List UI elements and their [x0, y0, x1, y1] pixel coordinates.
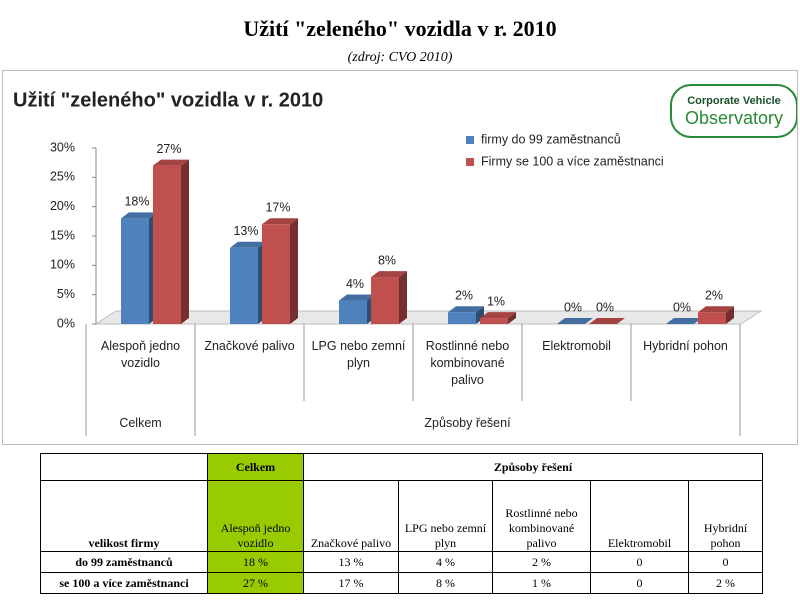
x-tick-label: Rostlinné nebo kombinované palivo [425, 339, 510, 387]
logo-line2: Observatory [685, 108, 783, 128]
x-tick-label: Hybridní pohon [643, 339, 728, 353]
value-label: 2% [705, 289, 723, 303]
bar-side [508, 312, 516, 324]
logo-frame [670, 84, 797, 138]
table-cell: 17 % [303, 572, 399, 594]
table-cell: Hybridní pohon [688, 480, 763, 552]
value-label: 2% [455, 289, 473, 303]
table-cell: Alespoň jedno vozidlo [207, 480, 304, 552]
value-label: 27% [156, 142, 181, 156]
bar-top [589, 318, 625, 324]
legend-label: Firmy se 100 a více zaměstnanci [481, 154, 664, 168]
value-label: 0% [673, 300, 691, 314]
table-cell: 27 % [207, 572, 304, 594]
bar-top [230, 241, 266, 248]
legend-swatch [466, 136, 474, 144]
value-label: 1% [487, 294, 505, 308]
bar-top [121, 212, 157, 219]
bar-top [339, 294, 375, 301]
source: (zdroj: CVO 2010) [347, 50, 453, 65]
table-cell: velikost firmy [40, 480, 208, 552]
logo-line1: Corporate Vehicle [687, 95, 781, 107]
data-table: Celkem Způsoby řešení velikost firmy Alesp… [40, 453, 763, 594]
table-cell: se 100 a více zaměstnanci [40, 572, 208, 594]
group-label: Celkem [119, 416, 162, 430]
bar [371, 277, 399, 324]
x-tick-label: Alespoň jedno vozidlo [100, 339, 181, 370]
bar-top [698, 306, 734, 313]
table-cell: do 99 zaměstnanců [40, 551, 208, 573]
value-label: 4% [346, 277, 364, 291]
bar-top [371, 271, 407, 278]
bar-side [476, 306, 484, 324]
bar [121, 218, 149, 324]
x-tick-label: LPG nebo zemní plyn [311, 339, 406, 370]
bar-side [726, 306, 734, 324]
legend-swatch [466, 158, 474, 166]
bar [339, 300, 367, 324]
y-tick-label: 25% [50, 170, 75, 184]
table-cell: 4 % [398, 551, 493, 573]
value-label: 13% [233, 224, 258, 238]
bar-top [262, 218, 298, 225]
x-tick-label: Značkové palivo [204, 339, 295, 353]
bar-top [153, 159, 189, 166]
value-label: 0% [596, 300, 614, 314]
table-cell: Elektromobil [590, 480, 689, 552]
table-cell: 13 % [303, 551, 399, 573]
value-label: 17% [265, 201, 290, 215]
table-cell: 0 [590, 572, 689, 594]
table-cell: 0 [688, 551, 763, 573]
group-label: Způsoby řešení [424, 416, 511, 430]
y-tick-label: 10% [50, 258, 75, 272]
table-cell: 2 % [492, 551, 591, 573]
y-tick-label: 30% [50, 140, 75, 154]
bar-top [557, 318, 593, 324]
table-cell: 2 % [688, 572, 763, 594]
bar [153, 165, 181, 324]
table-cell [40, 453, 208, 481]
y-tick-label: 0% [57, 316, 75, 330]
table-cell: Značkové palivo [303, 480, 399, 552]
value-label: 18% [124, 195, 149, 209]
page-title: Užití "zeleného" vozidla v r. 2010 [243, 16, 557, 41]
bar-top [448, 306, 484, 313]
table-cell: 8 % [398, 572, 493, 594]
bar-top [480, 312, 516, 319]
y-tick-label: 20% [50, 199, 75, 213]
bar-side [181, 159, 189, 324]
bar [230, 247, 258, 324]
bar-side [399, 271, 407, 324]
table-cell: Celkem [207, 453, 304, 481]
bar [698, 312, 726, 324]
table-cell: 0 [590, 551, 689, 573]
bar [480, 318, 508, 324]
table-cell: LPG nebo zemní plyn [398, 480, 493, 552]
floor [94, 310, 763, 325]
x-tick-label: Elektromobil [542, 339, 611, 353]
bar-top [666, 318, 702, 324]
bar [448, 312, 476, 324]
y-tick-label: 15% [50, 228, 75, 242]
bar-side [290, 218, 298, 324]
bar [262, 224, 290, 324]
value-label: 8% [378, 253, 396, 267]
table-cell: 1 % [492, 572, 591, 594]
table-cell: Způsoby řešení [303, 453, 763, 481]
table-cell: 18 % [207, 551, 304, 573]
y-tick-label: 5% [57, 287, 75, 301]
table-cell: Rostlinné nebo kombinované palivo [492, 480, 591, 552]
chart: Užití "zeleného" vozidla v r. 2010 Corpo… [2, 70, 798, 445]
chart-svg: Užití "zeleného" vozidla v r. 2010 Corpo… [13, 84, 797, 436]
value-label: 0% [564, 300, 582, 314]
legend-label: firmy do 99 zaměstnanců [481, 132, 621, 146]
chart-title: Užití "zeleného" vozidla v r. 2010 [13, 89, 323, 111]
